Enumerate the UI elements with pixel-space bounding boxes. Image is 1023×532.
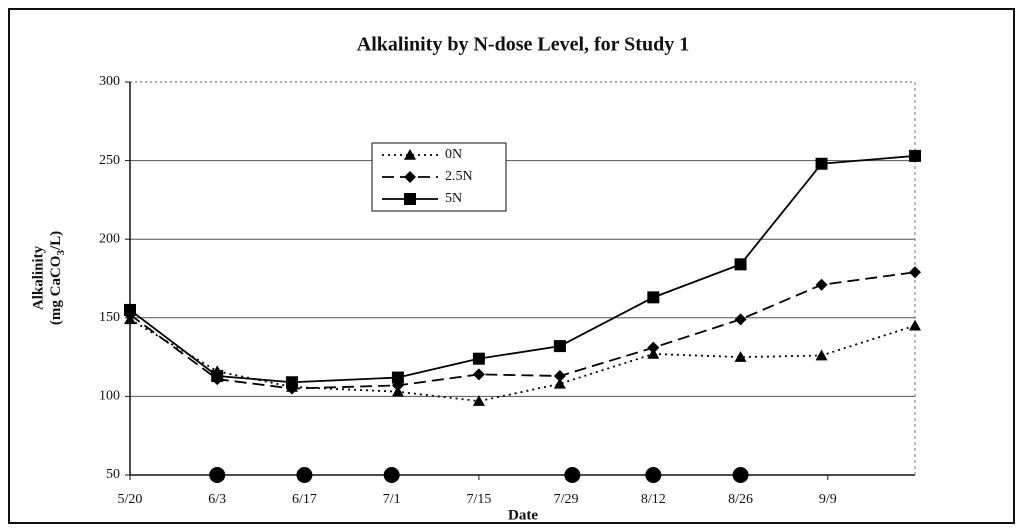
legend-label: 5N [445, 191, 462, 206]
marker [124, 303, 136, 316]
marker [404, 149, 416, 160]
frame [8, 8, 1015, 524]
marker [732, 467, 749, 483]
y-tick-label: 100 [99, 389, 120, 404]
marker [404, 193, 416, 205]
y-label-line: (mg CaCO3/L) [48, 231, 66, 325]
marker [296, 467, 313, 483]
x-tick-label: 6/17 [292, 492, 317, 507]
y-tick-label: 300 [99, 74, 120, 89]
marker [553, 369, 566, 382]
marker [553, 377, 566, 389]
y-axis-label: Alkalinity (mg CaCO3/L) [30, 231, 66, 325]
y-label-part: /L) [48, 231, 64, 251]
marker [472, 368, 485, 381]
legend: 0N 2.5N 5N [371, 142, 507, 212]
y-tick-label: 50 [106, 467, 120, 482]
x-tick-label: 8/12 [641, 492, 666, 507]
marker [404, 171, 416, 183]
marker [645, 467, 662, 483]
x-axis-label: Date [508, 507, 538, 523]
legend-label: 0N [445, 147, 462, 162]
marker [209, 467, 226, 483]
x-tick-label: 7/15 [466, 492, 491, 507]
y-label-sub: 3 [55, 250, 67, 256]
chart-title: Alkalinity by N-dose Level, for Study 1 [357, 34, 689, 56]
y-label-line: Alkalinity [30, 245, 46, 310]
x-tick-label: 9/9 [819, 492, 837, 507]
marker [564, 467, 581, 483]
x-tick-label: 5/20 [118, 492, 143, 507]
marker [647, 291, 660, 304]
legend-label: 2.5N [445, 169, 473, 184]
marker [472, 352, 485, 365]
x-tick-label: 6/3 [208, 492, 226, 507]
marker [383, 467, 400, 483]
x-tick-label: 7/1 [383, 492, 401, 507]
marker [734, 351, 747, 362]
marker [553, 340, 566, 353]
marker [909, 149, 921, 162]
marker [285, 376, 298, 389]
marker [815, 157, 828, 170]
x-tick-label: 8/26 [728, 492, 753, 507]
y-tick-label: 150 [99, 310, 120, 325]
marker [734, 313, 747, 326]
y-tick-label: 250 [99, 153, 120, 168]
marker [391, 371, 404, 384]
marker [211, 369, 224, 382]
x-tick-label: 7/29 [554, 492, 579, 507]
series-line [129, 271, 916, 390]
y-tick-label: 200 [99, 231, 120, 246]
marker [815, 349, 828, 361]
marker [647, 341, 660, 354]
marker [909, 266, 921, 279]
y-label-part: (mg CaCO [48, 256, 64, 326]
marker [815, 278, 828, 291]
marker [472, 395, 485, 406]
marker [734, 258, 747, 271]
series-line [129, 154, 916, 384]
marker [909, 319, 921, 331]
